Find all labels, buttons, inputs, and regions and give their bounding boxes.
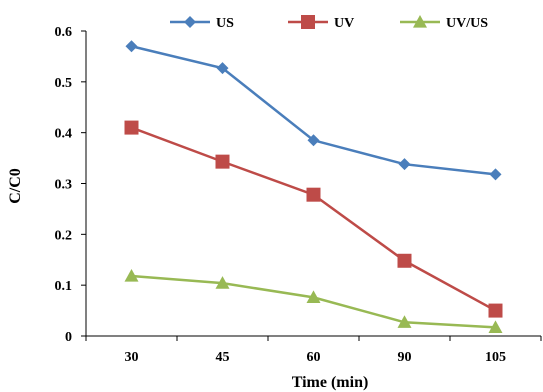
legend-marker xyxy=(184,16,196,28)
legend-label: UV/US xyxy=(446,16,488,31)
data-point xyxy=(489,168,502,181)
y-tick-label: 0.1 xyxy=(55,279,73,294)
y-ticks: 0 0.1 0.2 0.3 0.4 0.5 0.6 xyxy=(55,25,86,345)
series-line xyxy=(131,45,496,176)
series-uv xyxy=(124,120,503,318)
data-point xyxy=(124,120,139,135)
x-tick-label: 60 xyxy=(307,350,321,365)
data-point xyxy=(307,134,320,147)
y-tick-label: 0.6 xyxy=(55,25,73,40)
data-point xyxy=(488,303,503,318)
x-tick-label: 90 xyxy=(398,350,412,365)
x-tick-label: 105 xyxy=(485,350,506,365)
data-point xyxy=(215,154,230,169)
series-line xyxy=(131,126,497,312)
legend-marker xyxy=(413,15,427,28)
y-tick-label: 0.3 xyxy=(55,178,73,193)
data-point xyxy=(124,269,139,282)
axes xyxy=(85,31,541,337)
x-axis-title: Time (min) xyxy=(292,374,369,391)
data-point xyxy=(216,62,229,75)
data-point xyxy=(306,187,321,202)
data-point xyxy=(215,276,230,289)
legend-item: UV xyxy=(288,15,354,31)
series-us xyxy=(125,40,502,181)
x-ticks: 30 45 60 90 105 xyxy=(85,336,542,365)
legend-item: UV/US xyxy=(400,15,488,31)
y-tick-label: 0 xyxy=(65,330,72,345)
data-point xyxy=(306,290,321,303)
y-tick-label: 0.2 xyxy=(55,228,73,243)
series-layer xyxy=(124,40,503,333)
legend: US UV UV/US xyxy=(170,15,488,31)
data-point xyxy=(397,315,412,328)
x-tick-label: 30 xyxy=(125,350,139,365)
series-uv-us xyxy=(124,269,503,333)
legend-item: US xyxy=(170,16,234,31)
data-point xyxy=(125,40,138,53)
legend-label: UV xyxy=(334,16,354,31)
legend-label: US xyxy=(216,16,234,31)
data-point xyxy=(398,158,411,171)
y-axis-title: C/C0 xyxy=(7,168,24,204)
y-tick-label: 0.4 xyxy=(55,127,73,142)
x-tick-label: 45 xyxy=(216,350,230,365)
legend-marker xyxy=(301,15,315,29)
data-point xyxy=(488,320,503,333)
data-point xyxy=(397,253,412,268)
y-tick-label: 0.5 xyxy=(55,76,73,91)
